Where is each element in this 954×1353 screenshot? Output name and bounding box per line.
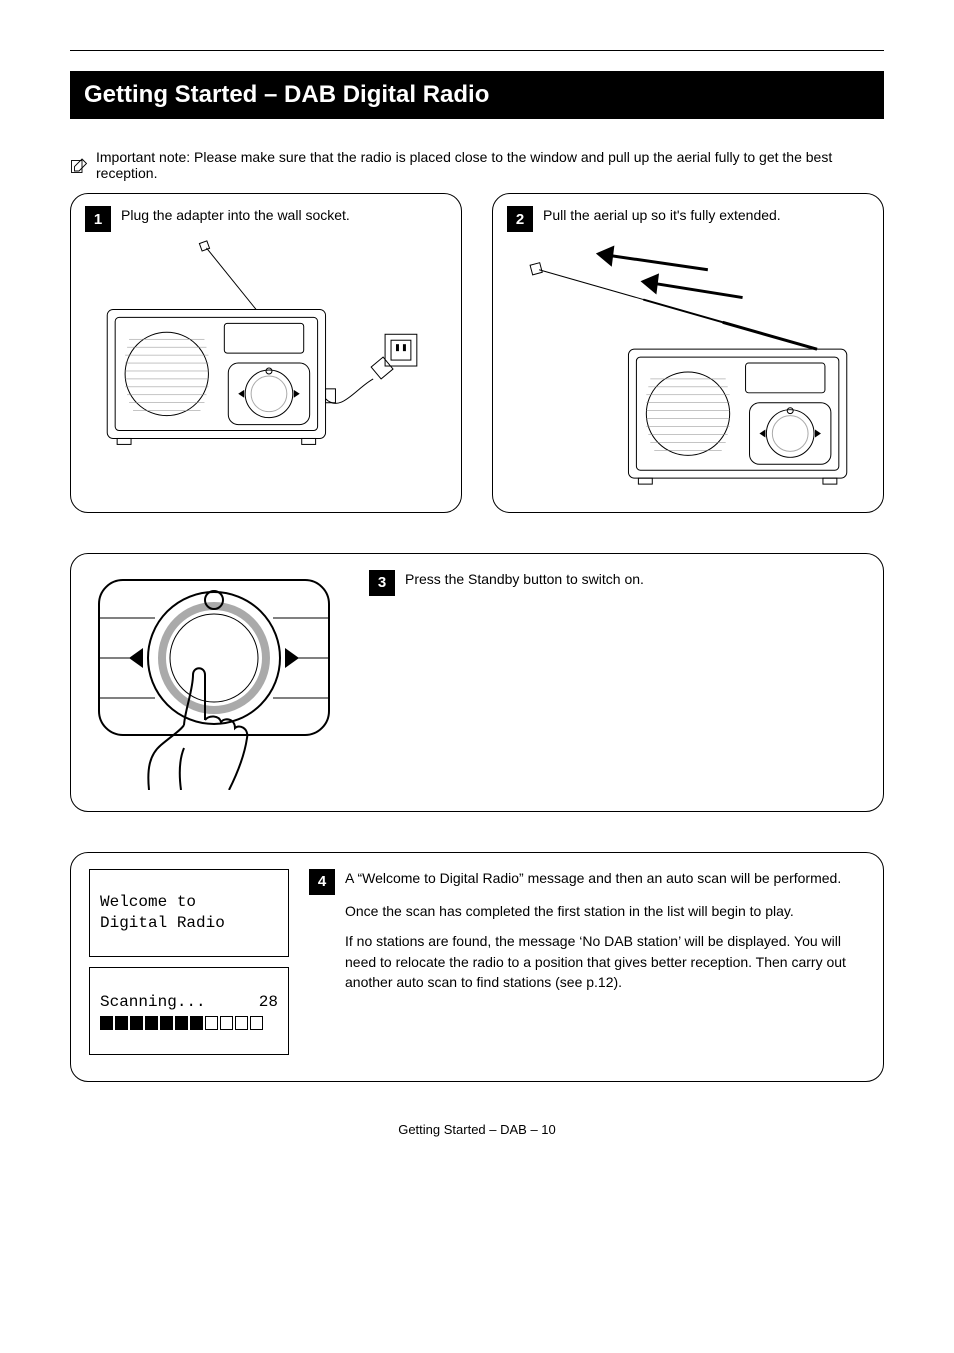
important-note-text: Important note: Please make sure that th… (96, 149, 884, 181)
important-note: Important note: Please make sure that th… (70, 149, 884, 181)
step-4-panel: Welcome to Digital Radio Scanning... 28 … (70, 852, 884, 1082)
lcd-welcome-line2: Digital Radio (100, 913, 278, 934)
lcd-welcome-line1: Welcome to (100, 892, 278, 913)
step-4-para-0: A “Welcome to Digital Radio” message and… (345, 869, 841, 888)
progress-bar-segment (130, 1016, 143, 1030)
top-rule (70, 50, 884, 51)
note-icon (70, 156, 88, 174)
step-3-illustration (89, 570, 349, 790)
step-number-3: 3 (369, 570, 395, 596)
progress-bar-segment (100, 1016, 113, 1030)
step-number-4: 4 (309, 869, 335, 895)
lcd-scanning-label: Scanning... (100, 992, 206, 1013)
step-2-illustration (507, 240, 869, 498)
steps-row-1: 1 Plug the adapter into the wall socket. (70, 193, 884, 513)
progress-bar-segment (205, 1016, 218, 1030)
page-footer: Getting Started – DAB – 10 (70, 1122, 884, 1137)
progress-bar-segment (160, 1016, 173, 1030)
step-number-2: 2 (507, 206, 533, 232)
step-2-text: Pull the aerial up so it's fully extende… (543, 206, 781, 225)
step-3-panel: 3 Press the Standby button to switch on. (70, 553, 884, 812)
lcd-progress-bars (100, 1016, 278, 1030)
progress-bar-segment (190, 1016, 203, 1030)
lcd-welcome: Welcome to Digital Radio (89, 869, 289, 957)
progress-bar-segment (250, 1016, 263, 1030)
step-4-para-2: If no stations are found, the message ‘N… (345, 931, 865, 992)
progress-bar-segment (145, 1016, 158, 1030)
progress-bar-segment (220, 1016, 233, 1030)
lcd-scanning-count: 28 (259, 992, 278, 1013)
page: Getting Started – DAB Digital Radio Impo… (0, 0, 954, 1177)
step-1-illustration (85, 240, 447, 498)
progress-bar-segment (175, 1016, 188, 1030)
progress-bar-segment (115, 1016, 128, 1030)
progress-bar-segment (235, 1016, 248, 1030)
section-header: Getting Started – DAB Digital Radio (70, 71, 884, 119)
step-1-panel: 1 Plug the adapter into the wall socket. (70, 193, 462, 513)
step-4-para-1: Once the scan has completed the first st… (345, 901, 865, 921)
step-1-text: Plug the adapter into the wall socket. (121, 206, 350, 225)
step-3-text: Press the Standby button to switch on. (405, 570, 644, 589)
step-number-1: 1 (85, 206, 111, 232)
lcd-scanning: Scanning... 28 (89, 967, 289, 1055)
step-2-panel: 2 Pull the aerial up so it's fully exten… (492, 193, 884, 513)
